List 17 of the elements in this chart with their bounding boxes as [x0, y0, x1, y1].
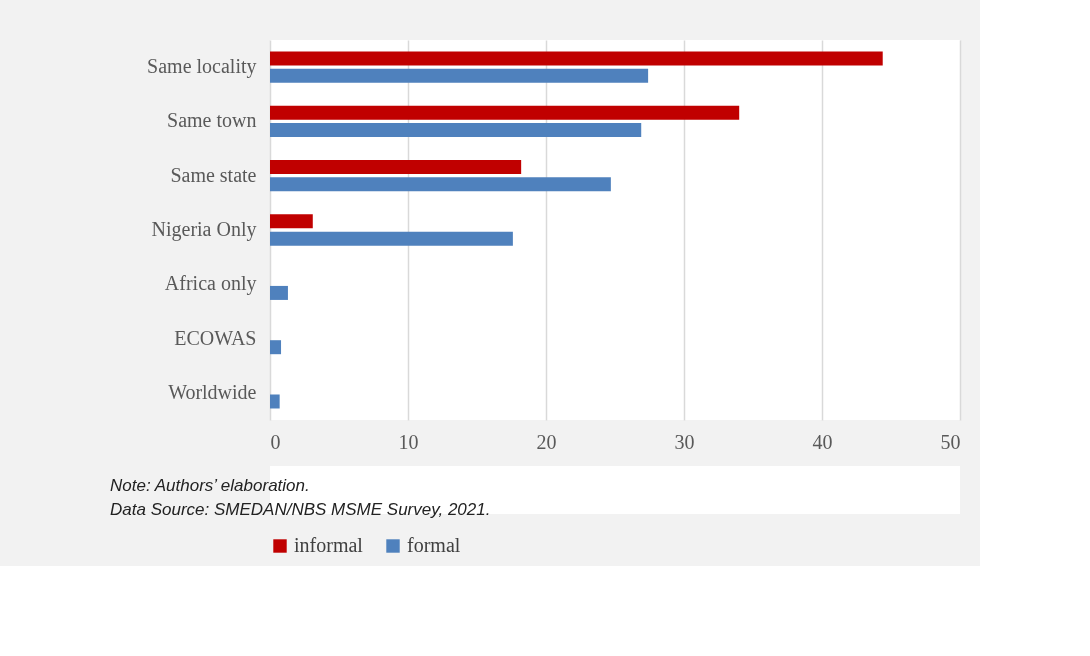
y-tick-label: Nigeria Only [151, 218, 257, 241]
x-tick-label: 10 [398, 430, 419, 453]
y-tick-label: Same state [170, 163, 257, 186]
x-tick-label: 50 [940, 430, 961, 453]
x-tick-label: 40 [812, 430, 833, 453]
legend-label: formal [407, 534, 461, 556]
source-note: Data Source: SMEDAN/NBS MSME Survey, 2021. [110, 500, 491, 519]
legend-label: informal [294, 534, 364, 556]
y-tick-label: Same town [167, 109, 257, 132]
y-tick-label: ECOWAS [174, 326, 257, 349]
x-tick-label: 0 [270, 430, 281, 453]
y-tick-label: Worldwide [168, 380, 257, 403]
x-tick-label: 20 [536, 430, 557, 453]
y-tick-label: Africa only [164, 272, 257, 296]
text: Note: Authors’ elaboration. [110, 476, 310, 495]
x-tick-label: 30 [674, 430, 695, 453]
y-tick-label: Same locality [147, 55, 257, 79]
